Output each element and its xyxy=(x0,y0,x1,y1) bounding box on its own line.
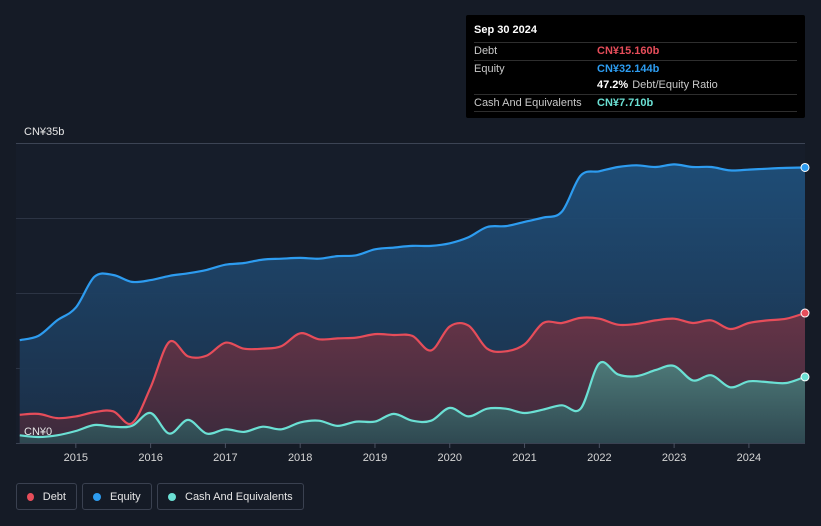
tooltip-cash-row: Cash And Equivalents CN¥7.710b xyxy=(474,93,797,112)
x-tick-label: 2021 xyxy=(512,452,536,464)
tooltip-debt-row: Debt CN¥15.160b xyxy=(474,42,797,60)
debt-series-line xyxy=(19,312,806,426)
debt-legend-dot-icon xyxy=(27,492,34,501)
x-tick-label: 2023 xyxy=(662,452,686,464)
legend-debt[interactable]: Debt xyxy=(16,483,77,510)
tooltip-date: Sep 30 2024 xyxy=(474,24,537,36)
legend-equity-label: Equity xyxy=(110,490,141,503)
x-tick-label: 2017 xyxy=(213,452,237,464)
legend-debt-label: Debt xyxy=(42,490,66,503)
tooltip-equity-row: Equity CN¥32.144b xyxy=(474,59,797,78)
x-tick-label: 2015 xyxy=(64,452,88,464)
x-tick-label: 2024 xyxy=(737,452,761,464)
x-tick-label: 2019 xyxy=(363,452,387,464)
cash-series-line xyxy=(19,360,806,439)
y-axis-bottom-label: CN¥0 xyxy=(24,426,52,438)
legend-cash[interactable]: Cash And Equivalents xyxy=(157,483,304,510)
tooltip-cash-value: CN¥7.710b xyxy=(597,96,654,109)
x-tick-label: 2018 xyxy=(288,452,312,464)
x-tick-label: 2016 xyxy=(138,452,162,464)
tooltip-ratio-value: 47.2% xyxy=(597,79,629,92)
y-axis-top-label: CN¥35b xyxy=(24,126,64,138)
tooltip-debt-label: Debt xyxy=(474,45,498,58)
x-tick-label: 2020 xyxy=(438,452,462,464)
tooltip-cash-label: Cash And Equivalents xyxy=(474,96,582,109)
equity-series-line xyxy=(19,163,806,342)
tooltip-ratio-label: Debt/Equity Ratio xyxy=(632,79,718,92)
legend-cash-label: Cash And Equivalents xyxy=(185,490,293,503)
x-axis-ticks: 2015 2016 2017 2018 2019 2020 2021 2022 2023 2024 xyxy=(64,443,761,464)
debt-end-marker[interactable] xyxy=(800,308,810,318)
tooltip-debt-value: CN¥15.160b xyxy=(597,45,660,58)
cash-area xyxy=(19,361,806,443)
tooltip-equity-value: CN¥32.144b xyxy=(597,62,660,75)
cash-legend-dot-icon xyxy=(168,492,176,501)
data-tooltip: Sep 30 2024 Debt CN¥15.160b Equity CN¥32… xyxy=(466,15,805,118)
tooltip-ratio-row: 47.2% Debt/Equity Ratio xyxy=(474,77,797,94)
legend-equity[interactable]: Equity xyxy=(82,483,152,510)
equity-legend-dot-icon xyxy=(93,492,101,501)
x-tick-label: 2022 xyxy=(587,452,611,464)
equity-end-marker[interactable] xyxy=(800,162,810,172)
tooltip-equity-label: Equity xyxy=(474,62,505,75)
cash-end-marker[interactable] xyxy=(800,372,810,382)
